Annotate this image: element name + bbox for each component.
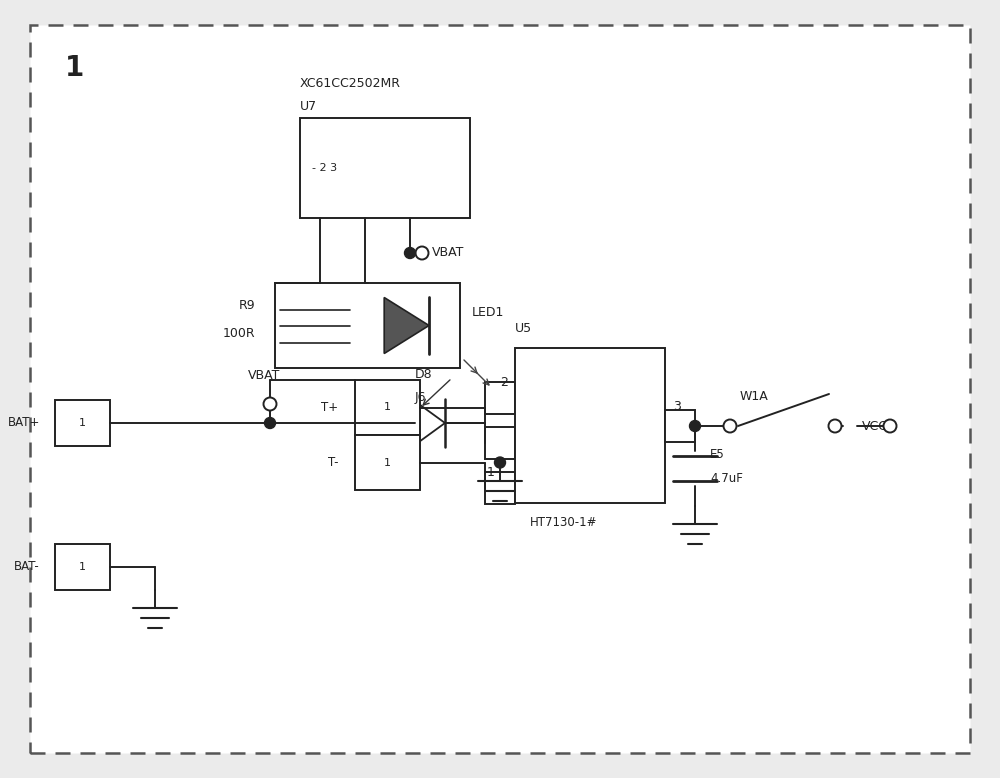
- Text: 1: 1: [384, 402, 391, 412]
- Text: LED1: LED1: [472, 307, 504, 320]
- FancyBboxPatch shape: [55, 544, 110, 590]
- Text: 1: 1: [384, 457, 391, 468]
- Circle shape: [404, 247, 415, 258]
- Text: D8: D8: [415, 369, 433, 381]
- FancyBboxPatch shape: [485, 427, 515, 459]
- FancyBboxPatch shape: [30, 25, 970, 753]
- Text: 1: 1: [79, 562, 86, 572]
- Text: U7: U7: [300, 100, 317, 113]
- Text: W1A: W1A: [740, 390, 769, 402]
- FancyBboxPatch shape: [485, 472, 515, 504]
- Circle shape: [724, 419, 736, 433]
- Polygon shape: [384, 297, 429, 353]
- FancyBboxPatch shape: [515, 348, 665, 503]
- Text: VCC: VCC: [862, 419, 888, 433]
- Text: T-: T-: [328, 456, 338, 469]
- Text: R9: R9: [238, 299, 255, 311]
- Text: U5: U5: [515, 322, 532, 335]
- FancyBboxPatch shape: [355, 435, 420, 490]
- Text: BAT+: BAT+: [8, 416, 40, 429]
- Circle shape: [264, 398, 276, 411]
- FancyBboxPatch shape: [275, 283, 460, 368]
- Text: HT7130-1#: HT7130-1#: [530, 517, 598, 530]
- Circle shape: [828, 419, 842, 433]
- Text: 1: 1: [65, 54, 84, 82]
- FancyBboxPatch shape: [355, 380, 420, 435]
- FancyBboxPatch shape: [665, 409, 695, 441]
- Text: E5: E5: [710, 448, 725, 461]
- Circle shape: [690, 420, 700, 432]
- FancyBboxPatch shape: [300, 118, 470, 218]
- Circle shape: [495, 457, 506, 468]
- Circle shape: [264, 418, 276, 429]
- Text: XC61CC2502MR: XC61CC2502MR: [300, 77, 401, 90]
- Polygon shape: [412, 399, 445, 447]
- Text: T+: T+: [321, 401, 338, 414]
- FancyBboxPatch shape: [55, 400, 110, 446]
- Circle shape: [416, 247, 428, 260]
- Text: VBAT: VBAT: [248, 369, 280, 381]
- Text: 1: 1: [79, 418, 86, 428]
- Text: 2: 2: [500, 377, 508, 390]
- Text: J6: J6: [415, 391, 427, 404]
- FancyBboxPatch shape: [485, 382, 515, 414]
- Text: VBAT: VBAT: [432, 247, 464, 260]
- Text: 3: 3: [673, 399, 681, 412]
- Text: 100R: 100R: [222, 327, 255, 339]
- Text: - 2 3: - 2 3: [312, 163, 337, 173]
- Text: BAT-: BAT-: [14, 560, 40, 573]
- Text: 4.7uF: 4.7uF: [710, 471, 743, 485]
- Text: 1: 1: [487, 467, 495, 479]
- Circle shape: [884, 419, 896, 433]
